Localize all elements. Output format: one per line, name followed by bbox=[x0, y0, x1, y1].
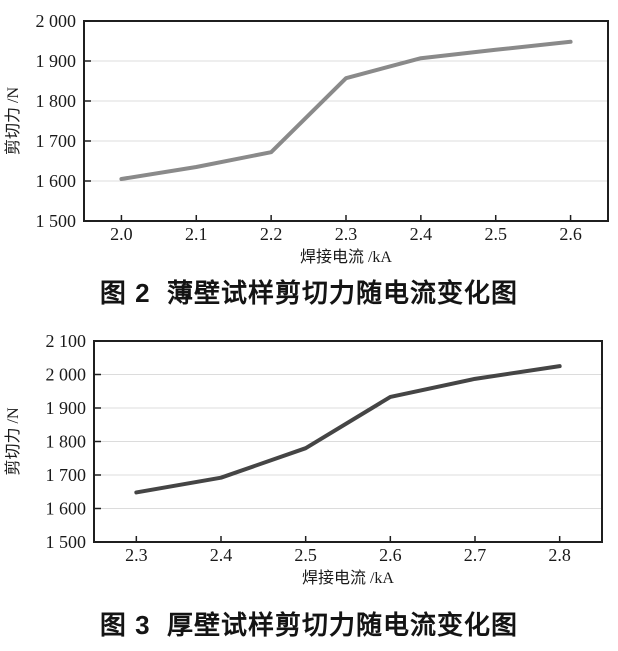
y-tick-label: 1 500 bbox=[36, 211, 77, 231]
x-tick-label: 2.2 bbox=[260, 224, 283, 244]
x-tick-label: 2.6 bbox=[559, 224, 582, 244]
y-tick-label: 1 900 bbox=[46, 398, 87, 418]
x-tick-label: 2.7 bbox=[464, 545, 487, 565]
y-axis-title: 剪切力 /N bbox=[4, 87, 22, 155]
x-tick-label: 2.4 bbox=[210, 545, 233, 565]
series-line bbox=[119, 39, 573, 181]
thin-wall-shear-force-chart: 1 500 1 600 1 700 1 800 1 900 2 000 2.0 2.1 2.2 2… bbox=[4, 11, 609, 266]
x-tick-label: 2.3 bbox=[125, 545, 148, 565]
x-tick-label: 2.8 bbox=[548, 545, 571, 565]
x-tick-label: 2.6 bbox=[379, 545, 402, 565]
y-tick-label: 1 800 bbox=[46, 432, 87, 452]
x-tick-label: 2.3 bbox=[335, 224, 358, 244]
y-tick-label: 1 500 bbox=[46, 532, 87, 552]
y-tick-label: 1 700 bbox=[46, 465, 87, 485]
x-axis-title: 焊接电流 /kA bbox=[300, 248, 392, 266]
plot-border bbox=[83, 20, 609, 222]
figure-2-caption: 图 2 薄壁试样剪切力随电流变化图 bbox=[99, 278, 519, 308]
x-tick-label: 2.5 bbox=[484, 224, 507, 244]
y-tick-label: 2 000 bbox=[46, 365, 87, 385]
y-tick-label: 1 600 bbox=[46, 499, 87, 519]
x-tick-label: 2.1 bbox=[185, 224, 208, 244]
x-tick-label: 2.5 bbox=[294, 545, 317, 565]
y-tick-label: 1 700 bbox=[36, 131, 77, 151]
figure-3-caption: 图 3 厚壁试样剪切力随电流变化图 bbox=[99, 610, 519, 640]
y-tick-label: 1 800 bbox=[36, 91, 77, 111]
x-axis-title: 焊接电流 /kA bbox=[302, 569, 394, 587]
y-tick-label: 1 600 bbox=[36, 171, 77, 191]
plot-border bbox=[93, 340, 603, 543]
thick-wall-shear-force-chart: 1 500 1 600 1 700 1 800 1 900 2 000 2 100 2.3 2.… bbox=[4, 331, 603, 587]
y-tick-label: 2 100 bbox=[46, 331, 87, 351]
series-line bbox=[134, 364, 562, 495]
x-tick-label: 2.0 bbox=[110, 224, 133, 244]
y-tick-label: 1 900 bbox=[36, 51, 77, 71]
x-tick-label: 2.4 bbox=[410, 224, 433, 244]
y-tick-label: 2 000 bbox=[36, 11, 77, 31]
y-axis-title: 剪切力 /N bbox=[4, 407, 22, 475]
